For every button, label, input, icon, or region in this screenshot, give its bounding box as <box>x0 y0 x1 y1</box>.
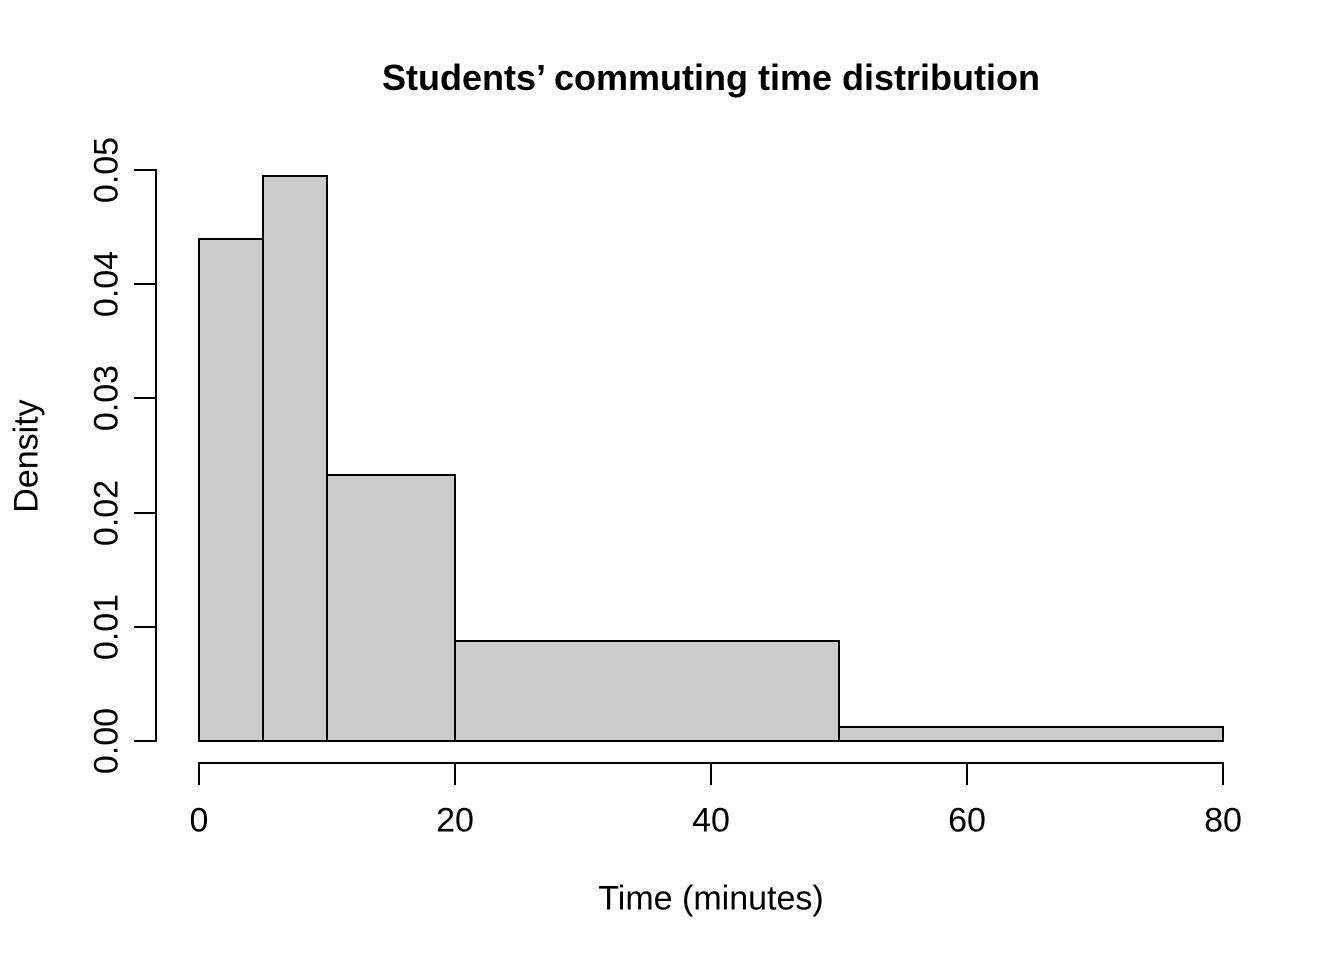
y-tick-label: 0.05 <box>87 136 126 204</box>
y-axis-title: Density <box>7 399 46 513</box>
histogram-bar <box>198 237 264 742</box>
y-axis-tick <box>134 740 156 742</box>
y-tick-label: 0.02 <box>87 479 126 546</box>
x-tick-label: 60 <box>948 801 986 840</box>
y-tick-label: 0.03 <box>87 365 126 432</box>
chart-title: Students’ commuting time distribution <box>381 57 1041 98</box>
y-axis-line <box>155 169 157 742</box>
x-axis-tick <box>966 762 968 785</box>
x-tick-label: 0 <box>189 801 209 840</box>
y-tick-label: 0.04 <box>87 251 126 318</box>
histogram-bar <box>262 174 328 742</box>
histogram-bar <box>454 640 840 742</box>
x-tick-label: 80 <box>1204 801 1242 840</box>
y-axis-tick <box>134 169 156 171</box>
x-tick-label: 20 <box>436 801 474 840</box>
y-tick-label: 0.00 <box>87 707 126 775</box>
histogram-bar <box>838 725 1224 742</box>
histogram-bar <box>326 474 456 742</box>
y-tick-label: 0.01 <box>87 593 126 660</box>
y-axis-tick <box>134 397 156 400</box>
x-tick-label: 40 <box>692 801 730 840</box>
x-axis-tick <box>454 762 456 785</box>
x-axis-title: Time (minutes) <box>598 879 824 918</box>
y-axis-tick <box>134 283 156 286</box>
x-axis-tick <box>198 762 200 785</box>
y-axis-tick <box>134 511 156 514</box>
y-axis-tick <box>134 625 156 628</box>
x-axis-tick <box>710 762 712 785</box>
x-axis-tick <box>1222 762 1224 785</box>
